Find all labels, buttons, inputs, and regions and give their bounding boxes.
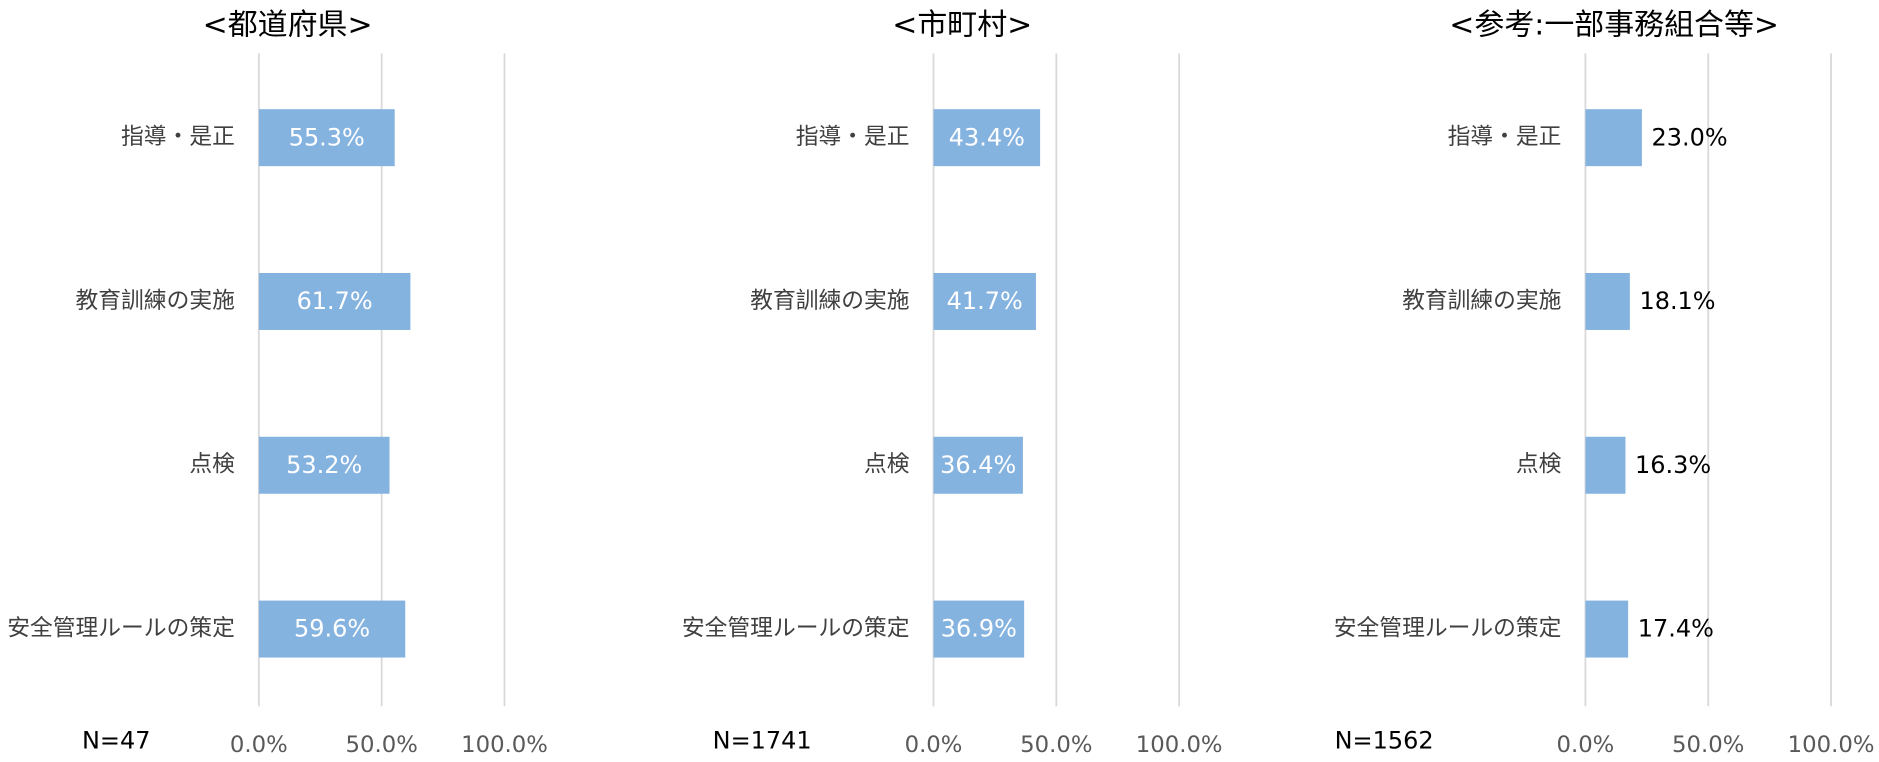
x-tick-label: 0.0% <box>230 732 288 758</box>
bar <box>933 109 1041 167</box>
y-tick-label: 安全管理ルールの策定 <box>7 616 235 642</box>
bar <box>258 272 411 330</box>
y-tick-label: 点検 <box>1516 452 1562 478</box>
y-tick-label: 教育訓練の実施 <box>76 288 235 314</box>
bar <box>933 436 1023 494</box>
x-tick-label: 50.0% <box>1672 732 1744 758</box>
bar <box>258 109 395 167</box>
data-label: 61.7% <box>297 287 373 315</box>
x-tick-label: 100.0% <box>461 732 548 758</box>
data-label: 23.0% <box>1651 123 1727 151</box>
bar <box>933 272 1036 330</box>
chart-title: <都道府県> <box>203 8 373 43</box>
bar <box>1585 436 1626 494</box>
bar <box>1585 109 1642 167</box>
sample-size: N=1562 <box>1335 726 1434 754</box>
y-tick-label: 指導・是正 <box>1448 124 1562 150</box>
y-tick-label: 教育訓練の実施 <box>750 288 909 314</box>
y-tick-label: 教育訓練の実施 <box>1402 288 1561 314</box>
bar <box>258 600 406 658</box>
data-label: 36.9% <box>941 615 1017 643</box>
sample-size: N=1741 <box>713 726 812 754</box>
data-label: 17.4% <box>1638 615 1714 643</box>
data-label: 59.6% <box>294 615 370 643</box>
x-tick-label: 0.0% <box>905 732 963 758</box>
bar <box>1585 272 1630 330</box>
x-tick-label: 50.0% <box>1020 732 1092 758</box>
chart-title: <参考:一部事務組合等> <box>1449 8 1779 43</box>
x-tick-label: 50.0% <box>346 732 418 758</box>
data-label: 53.2% <box>286 451 362 479</box>
data-label: 55.3% <box>289 123 365 151</box>
y-tick-label: 指導・是正 <box>121 124 235 150</box>
data-label: 43.4% <box>949 123 1025 151</box>
bar <box>1585 600 1629 658</box>
bar <box>933 600 1025 658</box>
y-tick-label: 安全管理ルールの策定 <box>1334 616 1562 642</box>
y-tick-label: 点検 <box>864 452 910 478</box>
data-label: 16.3% <box>1635 451 1711 479</box>
x-tick-label: 100.0% <box>1788 732 1875 758</box>
bar <box>258 436 390 494</box>
x-tick-label: 0.0% <box>1556 732 1614 758</box>
y-tick-label: 安全管理ルールの策定 <box>682 616 910 642</box>
data-label: 41.7% <box>947 287 1023 315</box>
data-label: 18.1% <box>1639 287 1715 315</box>
sample-size: N=47 <box>82 726 150 754</box>
chart-title: <市町村> <box>892 8 1032 43</box>
y-tick-label: 点検 <box>189 452 235 478</box>
y-tick-label: 指導・是正 <box>796 124 910 150</box>
data-label: 36.4% <box>940 451 1016 479</box>
x-tick-label: 100.0% <box>1136 732 1223 758</box>
